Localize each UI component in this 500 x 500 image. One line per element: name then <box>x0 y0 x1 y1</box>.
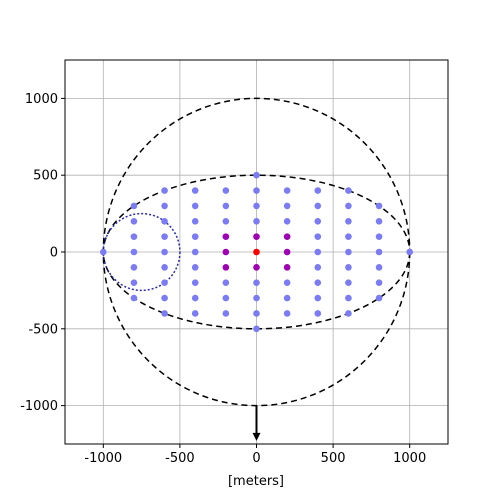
point <box>283 217 291 225</box>
point <box>253 202 260 210</box>
point <box>283 279 291 287</box>
point <box>130 217 138 225</box>
point <box>375 279 383 287</box>
point <box>345 187 352 194</box>
y-tick-label: 500 <box>33 169 58 184</box>
point <box>253 171 260 179</box>
x-tick-label: 0 <box>252 451 260 466</box>
point <box>222 294 230 302</box>
point <box>161 310 168 317</box>
point <box>161 264 168 271</box>
point <box>345 217 352 225</box>
point <box>314 217 322 225</box>
point <box>314 310 322 317</box>
point <box>130 294 138 302</box>
point <box>100 248 107 256</box>
x-tick-label: -500 <box>165 451 195 466</box>
point <box>253 310 260 317</box>
point <box>375 217 383 225</box>
point <box>283 248 291 256</box>
point <box>222 279 230 287</box>
point <box>222 202 230 210</box>
point <box>345 233 352 240</box>
point <box>191 264 199 271</box>
point <box>130 279 138 287</box>
point <box>253 325 260 333</box>
point <box>191 248 199 256</box>
point <box>406 248 414 256</box>
y-tick-label: -500 <box>28 322 58 337</box>
point <box>314 248 322 256</box>
point <box>130 202 138 210</box>
point <box>130 264 138 271</box>
point <box>314 294 322 302</box>
point <box>375 202 383 210</box>
point <box>191 187 199 194</box>
point <box>283 233 291 240</box>
point <box>222 264 230 271</box>
point <box>345 202 352 210</box>
point <box>130 248 138 256</box>
x-tick-label: 500 <box>321 451 346 466</box>
plot-frame <box>64 59 449 445</box>
point <box>375 294 383 302</box>
point <box>375 264 383 271</box>
x-axis-label: [meters] <box>228 474 284 489</box>
point <box>375 248 383 256</box>
y-tick-label: 1000 <box>25 92 58 107</box>
point <box>283 187 291 194</box>
point <box>253 294 260 302</box>
point <box>283 202 291 210</box>
point <box>222 233 230 240</box>
point <box>130 233 138 240</box>
point <box>314 187 322 194</box>
point <box>253 187 260 194</box>
point <box>222 248 230 256</box>
point <box>161 217 168 225</box>
point <box>191 233 199 240</box>
point <box>283 310 291 317</box>
point <box>222 187 230 194</box>
point <box>161 233 168 240</box>
point <box>191 202 199 210</box>
point <box>191 217 199 225</box>
point <box>314 233 322 240</box>
arrow-head <box>252 432 261 441</box>
point <box>345 264 352 271</box>
point <box>222 217 230 225</box>
point <box>345 248 352 256</box>
point <box>161 294 168 302</box>
x-tick-label: 1000 <box>393 451 426 466</box>
point <box>283 294 291 302</box>
point <box>375 233 383 240</box>
point <box>253 279 260 287</box>
y-tick-label: -1000 <box>20 399 58 414</box>
point <box>314 202 322 210</box>
point <box>253 264 260 271</box>
y-tick-label: 0 <box>50 246 58 261</box>
point <box>283 264 291 271</box>
point <box>253 217 260 225</box>
point <box>253 233 260 240</box>
point <box>345 310 352 317</box>
point <box>253 248 260 256</box>
point <box>161 248 168 256</box>
point <box>161 202 168 210</box>
point <box>191 279 199 287</box>
point <box>345 279 352 287</box>
point <box>314 279 322 287</box>
x-tick-label: -1000 <box>84 451 122 466</box>
point <box>191 294 199 302</box>
point <box>222 310 230 317</box>
point <box>161 279 168 287</box>
point <box>191 310 199 317</box>
point <box>161 187 168 194</box>
point <box>345 294 352 302</box>
point <box>314 264 322 271</box>
